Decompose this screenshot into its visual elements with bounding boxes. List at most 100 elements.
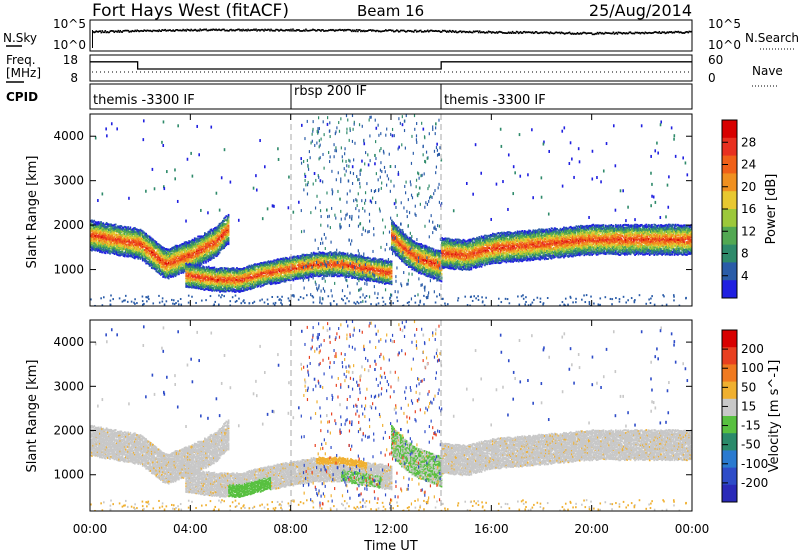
noise-point — [438, 30, 441, 33]
noise-point — [213, 28, 215, 31]
power-cell — [205, 253, 207, 256]
power-cell — [131, 251, 134, 254]
power-cell — [144, 240, 146, 243]
power-cell — [219, 239, 222, 242]
power-cell — [223, 247, 225, 250]
noise-point — [140, 29, 143, 32]
power-cell — [175, 267, 178, 270]
power-cell — [114, 243, 117, 246]
power-cell — [182, 264, 185, 267]
power-cell — [129, 249, 132, 252]
power-cell — [156, 243, 159, 246]
power-cell — [112, 249, 115, 252]
power-cell — [216, 231, 219, 234]
power-cell — [201, 235, 204, 238]
power-cell — [192, 244, 195, 247]
power-cell — [104, 232, 107, 235]
noise-point — [582, 31, 585, 34]
power-cell — [198, 247, 201, 250]
noise-point — [278, 30, 280, 32]
power-cell — [129, 251, 132, 254]
noise-point — [570, 33, 573, 35]
power-cell — [211, 240, 214, 243]
noise-point — [677, 30, 680, 33]
noise-point — [409, 30, 412, 32]
power-cell — [170, 260, 172, 263]
power-cell — [161, 250, 163, 253]
power-cell — [224, 244, 227, 247]
power-cell — [163, 265, 166, 268]
power-cell — [140, 241, 143, 244]
power-cell — [217, 248, 220, 251]
power-cell — [143, 252, 145, 255]
power-cell — [166, 248, 169, 251]
power-cell — [144, 257, 146, 260]
power-cell — [193, 262, 196, 265]
power-cell — [115, 242, 118, 245]
power-cell — [146, 248, 149, 251]
power-cell — [97, 244, 100, 247]
power-cell — [92, 220, 94, 223]
noise-point — [590, 32, 593, 34]
power-cell — [209, 234, 212, 237]
power-cell — [93, 245, 96, 248]
power-cell — [187, 251, 189, 254]
power-cell — [123, 225, 126, 228]
noise-point — [283, 29, 285, 32]
power-cell — [102, 240, 105, 243]
noise-point — [489, 31, 492, 33]
power-cell — [207, 238, 210, 241]
power-cell — [132, 256, 135, 259]
noise-left-label: N.Sky — [3, 31, 37, 45]
power-cell — [164, 276, 167, 279]
power-cell — [219, 231, 222, 234]
power-cell — [179, 267, 181, 270]
power-cell — [213, 233, 215, 236]
power-cell — [101, 232, 103, 235]
power-cell — [90, 238, 92, 241]
noise-point — [548, 32, 551, 35]
power-cell — [191, 240, 194, 243]
power-cell — [95, 240, 98, 243]
power-cell — [100, 233, 102, 236]
noise-point — [321, 29, 323, 31]
power-cell — [226, 215, 229, 218]
power-cell — [188, 285, 191, 288]
power-cell — [217, 226, 220, 229]
noise-point — [333, 29, 335, 32]
noise-point — [655, 31, 658, 34]
power-cell — [202, 245, 205, 248]
power-cell — [207, 239, 210, 242]
power-cell — [179, 244, 181, 247]
power-cell — [211, 243, 214, 246]
noise-point — [318, 29, 320, 31]
power-cell — [132, 232, 135, 235]
power-cell — [155, 264, 158, 267]
power-cell — [132, 237, 135, 240]
power-cell — [126, 234, 128, 237]
noise-point — [487, 30, 490, 33]
noise-point — [387, 29, 389, 32]
power-cell — [225, 233, 228, 236]
power-cell — [134, 230, 136, 233]
power-cell — [92, 239, 94, 242]
noise-point — [510, 32, 513, 35]
power-cell — [208, 233, 211, 236]
power-cell — [197, 254, 199, 257]
power-cell — [141, 246, 144, 249]
power-cell — [152, 248, 154, 251]
power-cell — [159, 258, 162, 261]
power-cell — [214, 230, 216, 233]
power-cell — [178, 247, 180, 250]
power-cell — [209, 237, 212, 240]
power-cell — [218, 226, 221, 229]
power-cell — [223, 217, 225, 220]
power-cell — [105, 250, 108, 253]
noise-point — [104, 30, 107, 32]
power-cell — [178, 254, 180, 257]
power-cell — [106, 236, 109, 239]
noise-point — [542, 31, 545, 34]
power-cell — [126, 235, 128, 238]
power-cell — [141, 230, 144, 233]
power-cell — [94, 232, 97, 235]
